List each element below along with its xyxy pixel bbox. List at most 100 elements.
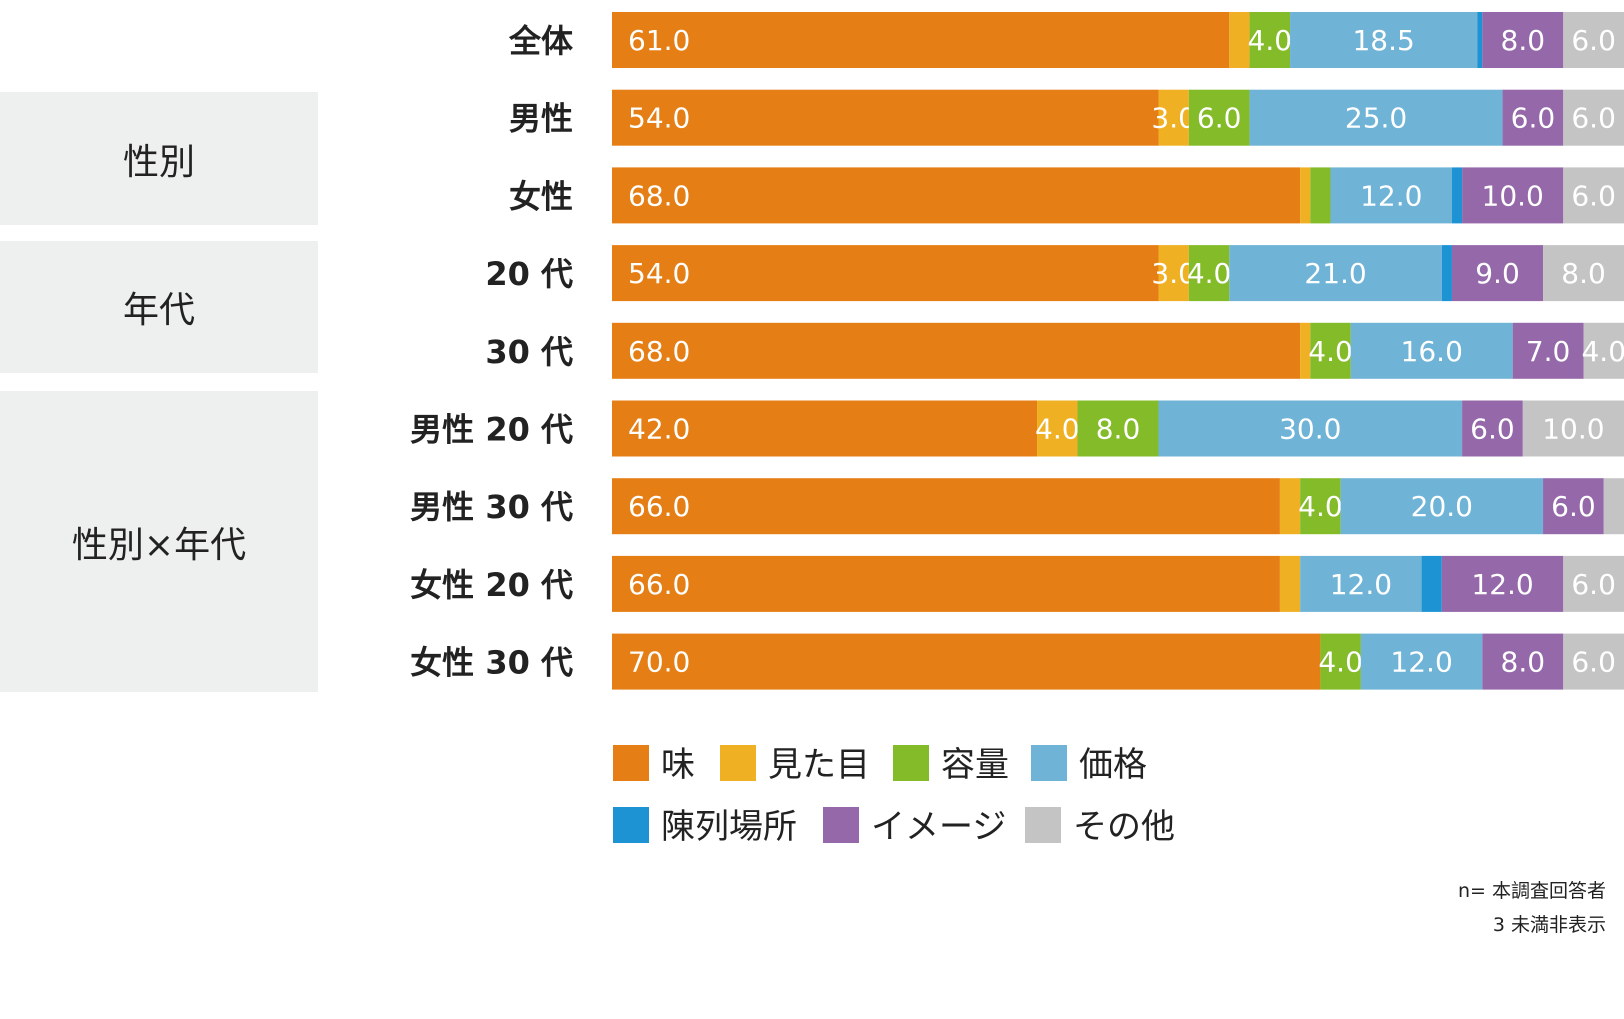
bar-value-label: 6.0 xyxy=(1470,413,1515,446)
legend-swatch xyxy=(1025,807,1061,843)
bar-segment xyxy=(612,322,1301,379)
bar-value-label: 61.0 xyxy=(628,24,690,57)
bar-value-label: 70.0 xyxy=(628,646,690,679)
legend-label: 容量 xyxy=(941,745,1009,785)
bar-segment xyxy=(1300,167,1311,224)
bar-value-label: 66.0 xyxy=(628,568,690,601)
bar-segment xyxy=(1158,245,1189,302)
bar-value-label: 8.0 xyxy=(1501,24,1546,57)
bar-segment xyxy=(1462,400,1523,457)
bar-segment xyxy=(1300,555,1422,612)
category-label: 30 代 xyxy=(485,333,573,371)
bar-segment xyxy=(612,400,1038,457)
bar-segment xyxy=(612,633,1321,690)
bar-value-label: 4.0 xyxy=(1318,646,1363,679)
group-label-gender-age-text: 性別×年代 xyxy=(71,524,247,566)
bar-value-label: 16.0 xyxy=(1401,335,1463,368)
legend-label: 価格 xyxy=(1079,745,1147,785)
bar-segment xyxy=(1188,89,1250,146)
bar-segment xyxy=(1563,167,1624,224)
group-label-gender-text: 性別 xyxy=(122,141,195,183)
legend-swatch xyxy=(720,745,756,781)
bar-value-label: 6.0 xyxy=(1571,179,1616,212)
bar-value-label: 9.0 xyxy=(1475,257,1520,290)
legend-swatch xyxy=(613,807,649,843)
bar-segment xyxy=(1512,322,1584,379)
bar-segment xyxy=(1563,89,1624,146)
bar-value-label: 42.0 xyxy=(628,413,690,446)
bar-segment xyxy=(1188,245,1230,302)
category-label: 女性 xyxy=(509,177,573,215)
bar-value-label: 10.0 xyxy=(1482,179,1544,212)
bar-segment xyxy=(1077,400,1159,457)
bar-segment xyxy=(1340,478,1544,535)
group-label-age: 年代 xyxy=(0,241,318,373)
bar-value-label: 6.0 xyxy=(1571,646,1616,679)
bar-segment xyxy=(1583,322,1624,379)
bar-value-label: 25.0 xyxy=(1345,102,1407,135)
bar-value-label: 12.0 xyxy=(1360,179,1422,212)
bar-value-label: 8.0 xyxy=(1501,646,1546,679)
bar-value-label: 20.0 xyxy=(1411,490,1473,523)
bar-segment xyxy=(1158,400,1463,457)
bar-value-label: 4.0 xyxy=(1581,335,1624,368)
bar-segment xyxy=(612,167,1301,224)
bar-segment xyxy=(1249,12,1291,68)
bar-value-label: 6.0 xyxy=(1571,568,1616,601)
bar-value-label: 10.0 xyxy=(1542,413,1604,446)
bar-segment xyxy=(1421,555,1442,612)
bar-segment xyxy=(1441,555,1564,612)
bar-value-label: 4.0 xyxy=(1308,335,1353,368)
bar-segment xyxy=(1451,245,1544,302)
bar-segment xyxy=(1603,478,1624,535)
bar-segment xyxy=(1310,322,1351,379)
category-label: 女性 30 代 xyxy=(410,644,573,682)
bar-value-label: 68.0 xyxy=(628,179,690,212)
bar-segment xyxy=(1320,633,1361,690)
bar-segment xyxy=(1543,245,1624,302)
bar-segment xyxy=(1543,478,1604,535)
bar-segment xyxy=(1563,633,1624,690)
bar-value-label: 7.0 xyxy=(1526,335,1571,368)
category-label: 男性 xyxy=(509,100,573,138)
bar-segment xyxy=(1360,633,1483,690)
bar-segment xyxy=(1229,12,1250,68)
footnote-sample: n= 本調査回答者 xyxy=(1457,880,1606,902)
bar-segment xyxy=(1462,167,1564,224)
bar-value-label: 66.0 xyxy=(628,490,690,523)
category-label: 全体 xyxy=(508,22,573,60)
bar-value-label: 30.0 xyxy=(1279,413,1341,446)
bar-segment xyxy=(1563,12,1624,68)
legend-label: 見た目 xyxy=(768,745,870,785)
category-label: 20 代 xyxy=(485,255,573,293)
group-label-gender: 性別 xyxy=(0,92,318,225)
bar-value-label: 12.0 xyxy=(1471,568,1533,601)
legend-label: 味 xyxy=(661,745,695,785)
bar-segment xyxy=(1350,322,1513,379)
bar-segment xyxy=(1477,12,1483,68)
bar-segment xyxy=(1502,89,1564,146)
legend-label: 陳列場所 xyxy=(661,807,797,847)
bar-segment xyxy=(1310,167,1331,224)
bar-value-label: 54.0 xyxy=(628,257,690,290)
group-label-age-text: 年代 xyxy=(122,290,195,331)
category-label: 男性 20 代 xyxy=(410,411,573,449)
bar-value-label: 3.0 xyxy=(1151,257,1196,290)
bar-value-label: 4.0 xyxy=(1248,24,1293,57)
bar-segment xyxy=(1330,167,1452,224)
bar-value-label: 12.0 xyxy=(1390,646,1452,679)
bar-value-label: 6.0 xyxy=(1571,24,1616,57)
bar-segment xyxy=(612,555,1280,612)
legend-swatch xyxy=(1031,745,1067,781)
bar-segment xyxy=(1482,633,1564,690)
bar-value-label: 3.0 xyxy=(1151,102,1196,135)
bar-segment xyxy=(612,89,1159,146)
bar-value-label: 6.0 xyxy=(1197,102,1242,135)
bar-value-label: 68.0 xyxy=(628,335,690,368)
bar-value-label: 8.0 xyxy=(1561,257,1606,290)
bar-segment xyxy=(612,245,1159,302)
legend-label: イメージ xyxy=(871,807,1006,847)
bar-value-label: 18.5 xyxy=(1352,24,1414,57)
bar-segment xyxy=(1451,167,1463,224)
bar-value-label: 21.0 xyxy=(1304,257,1366,290)
